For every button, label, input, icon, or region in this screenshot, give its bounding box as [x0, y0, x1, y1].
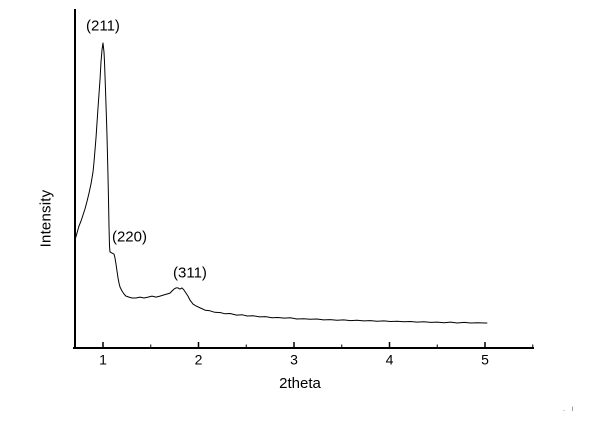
x-axis-title: 2theta: [279, 375, 321, 392]
x-tick-label: 1: [99, 351, 107, 367]
peak-annotation-220: (220): [112, 228, 147, 245]
xrd-curve: [74, 42, 488, 324]
peak-annotation-311: (311): [173, 264, 207, 281]
peak-annotation-211: (211): [86, 18, 120, 35]
x-tick-label: 4: [386, 351, 394, 367]
x-tick-label: 2: [195, 351, 203, 367]
x-tick-label: 3: [290, 351, 298, 367]
artifact-mark: . ı: [563, 404, 576, 413]
y-axis-title: Intensity: [37, 189, 55, 248]
x-tick-label: 5: [481, 351, 489, 367]
